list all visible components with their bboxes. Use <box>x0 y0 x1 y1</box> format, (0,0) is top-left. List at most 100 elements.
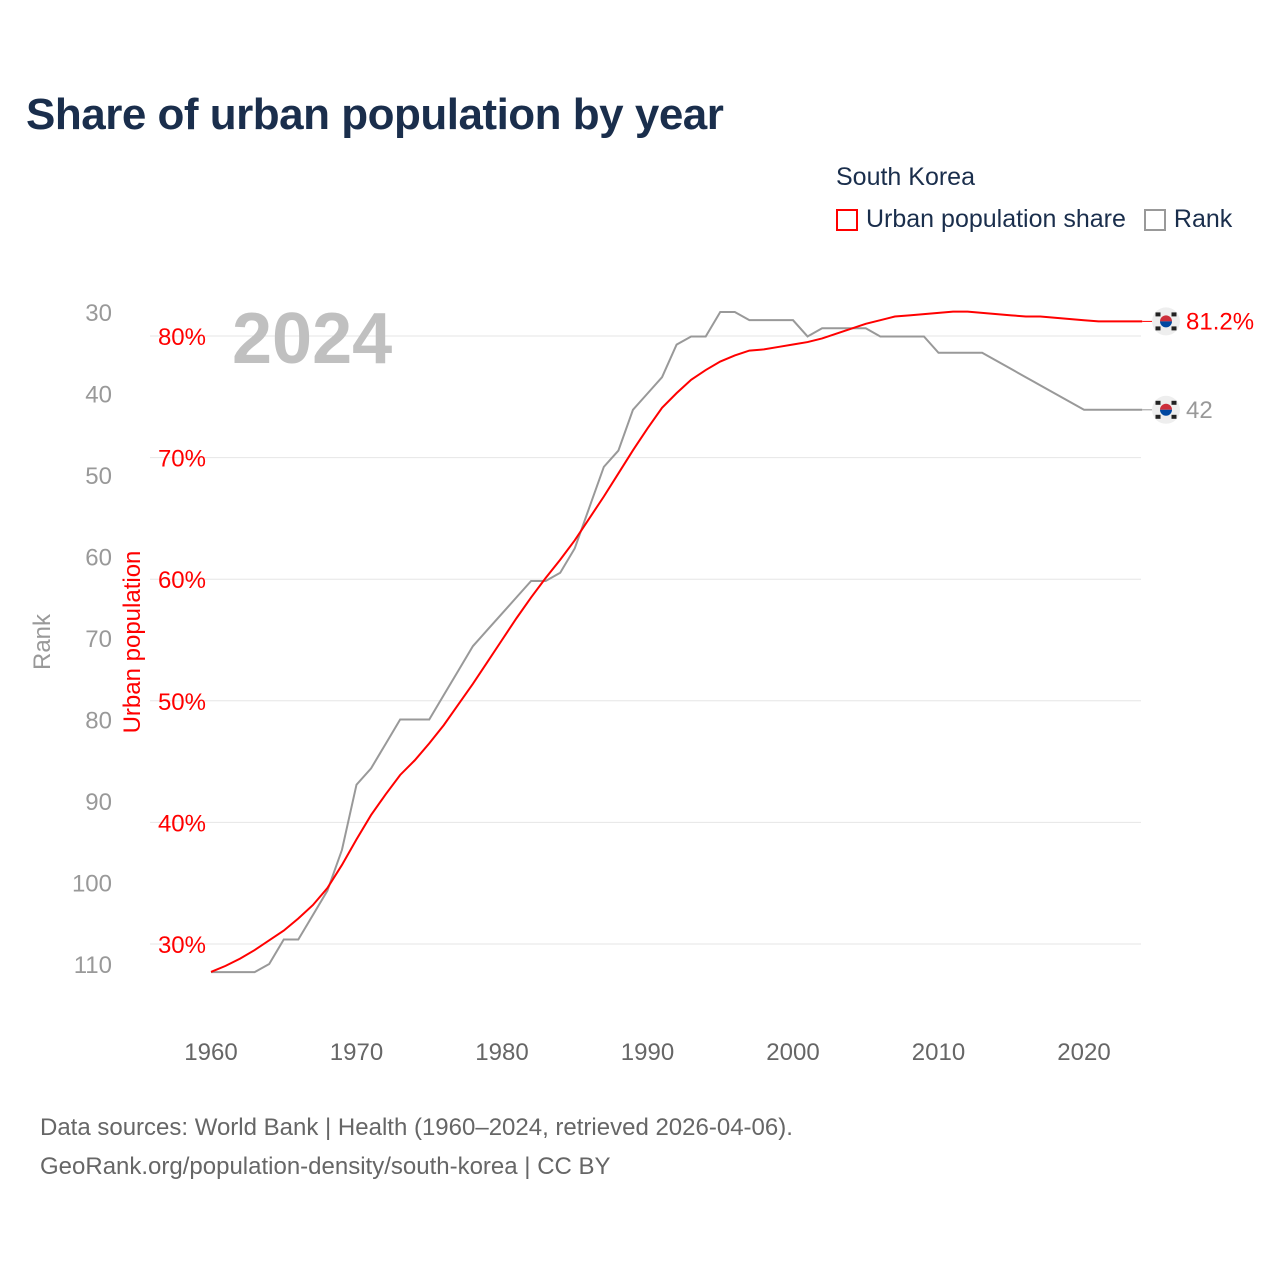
data-point-rank[interactable] <box>207 968 215 976</box>
data-point-rank[interactable] <box>294 936 302 944</box>
data-point-rank[interactable] <box>673 341 681 349</box>
data-point-rank[interactable] <box>920 332 928 340</box>
data-point-urban[interactable] <box>454 700 462 708</box>
data-point-rank[interactable] <box>847 324 855 332</box>
data-point-urban[interactable] <box>876 316 884 324</box>
data-point-rank[interactable] <box>949 349 957 357</box>
data-point-rank[interactable] <box>935 349 943 357</box>
data-point-rank[interactable] <box>804 332 812 340</box>
data-point-rank[interactable] <box>425 716 433 724</box>
data-point-rank[interactable] <box>542 577 550 585</box>
data-point-urban[interactable] <box>687 376 695 384</box>
data-point-urban[interactable] <box>1080 316 1088 324</box>
data-point-urban[interactable] <box>294 914 302 922</box>
data-point-rank[interactable] <box>469 642 477 650</box>
data-point-rank[interactable] <box>993 357 1001 365</box>
data-point-urban[interactable] <box>731 351 739 359</box>
data-point-rank[interactable] <box>265 960 273 968</box>
data-point-urban[interactable] <box>440 721 448 729</box>
data-point-rank[interactable] <box>222 968 230 976</box>
data-point-urban[interactable] <box>265 936 273 944</box>
data-point-rank[interactable] <box>483 626 491 634</box>
data-point-rank[interactable] <box>716 308 724 316</box>
data-point-rank[interactable] <box>862 324 870 332</box>
data-point-urban[interactable] <box>396 771 404 779</box>
data-point-urban[interactable] <box>644 424 652 432</box>
data-point-rank[interactable] <box>687 332 695 340</box>
data-point-urban[interactable] <box>236 955 244 963</box>
data-point-rank[interactable] <box>614 447 622 455</box>
data-point-urban[interactable] <box>1095 317 1103 325</box>
data-point-rank[interactable] <box>1022 373 1030 381</box>
data-point-urban[interactable] <box>469 680 477 688</box>
data-point-urban[interactable] <box>498 636 506 644</box>
data-point-urban[interactable] <box>1109 317 1117 325</box>
data-point-rank[interactable] <box>600 463 608 471</box>
data-point-rank[interactable] <box>658 373 666 381</box>
data-point-urban[interactable] <box>571 536 579 544</box>
data-point-rank[interactable] <box>1124 406 1132 414</box>
data-point-urban[interactable] <box>774 343 782 351</box>
data-point-rank[interactable] <box>454 667 462 675</box>
data-point-urban[interactable] <box>556 556 564 564</box>
data-point-urban[interactable] <box>658 404 666 412</box>
data-point-rank[interactable] <box>309 911 317 919</box>
data-point-rank[interactable] <box>556 569 564 577</box>
data-point-urban[interactable] <box>1007 311 1015 319</box>
data-point-rank[interactable] <box>338 846 346 854</box>
data-point-rank[interactable] <box>236 968 244 976</box>
data-point-rank[interactable] <box>1109 406 1117 414</box>
data-point-rank[interactable] <box>745 316 753 324</box>
data-point-rank[interactable] <box>978 349 986 357</box>
data-point-rank[interactable] <box>818 324 826 332</box>
data-point-rank[interactable] <box>323 887 331 895</box>
data-point-rank[interactable] <box>1051 390 1059 398</box>
data-point-urban[interactable] <box>935 309 943 317</box>
data-point-urban[interactable] <box>905 311 913 319</box>
data-point-rank[interactable] <box>440 691 448 699</box>
data-point-urban[interactable] <box>338 861 346 869</box>
data-point-urban[interactable] <box>600 493 608 501</box>
data-point-urban[interactable] <box>425 739 433 747</box>
data-point-rank[interactable] <box>702 332 710 340</box>
data-point-urban[interactable] <box>949 308 957 316</box>
data-point-urban[interactable] <box>978 309 986 317</box>
data-point-rank[interactable] <box>833 324 841 332</box>
data-point-rank[interactable] <box>498 610 506 618</box>
legend-item-rank[interactable]: Rank <box>1143 205 1232 234</box>
data-point-urban[interactable] <box>920 310 928 318</box>
data-point-rank[interactable] <box>964 349 972 357</box>
data-point-urban[interactable] <box>1051 314 1059 322</box>
data-point-urban[interactable] <box>585 514 593 522</box>
data-point-urban[interactable] <box>818 334 826 342</box>
data-point-urban[interactable] <box>760 345 768 353</box>
data-point-urban[interactable] <box>993 310 1001 318</box>
data-point-rank[interactable] <box>1036 381 1044 389</box>
data-point-rank[interactable] <box>353 781 361 789</box>
source-line-2[interactable]: GeoRank.org/population-density/south-kor… <box>40 1153 611 1180</box>
data-point-rank[interactable] <box>760 316 768 324</box>
data-point-urban[interactable] <box>411 756 419 764</box>
data-point-rank[interactable] <box>367 764 375 772</box>
data-point-urban[interactable] <box>614 469 622 477</box>
data-point-rank[interactable] <box>1007 365 1015 373</box>
data-point-urban[interactable] <box>702 366 710 374</box>
data-point-urban[interactable] <box>280 927 288 935</box>
data-point-rank[interactable] <box>774 316 782 324</box>
data-point-rank[interactable] <box>1080 406 1088 414</box>
data-point-urban[interactable] <box>367 811 375 819</box>
data-point-urban[interactable] <box>382 790 390 798</box>
data-point-rank[interactable] <box>571 544 579 552</box>
data-point-urban[interactable] <box>1036 313 1044 321</box>
data-point-rank[interactable] <box>789 316 797 324</box>
data-point-urban[interactable] <box>1022 313 1030 321</box>
data-point-urban[interactable] <box>309 901 317 909</box>
data-point-rank[interactable] <box>731 308 739 316</box>
data-point-urban[interactable] <box>527 593 535 601</box>
data-point-rank[interactable] <box>1065 398 1073 406</box>
data-point-urban[interactable] <box>789 341 797 349</box>
data-point-urban[interactable] <box>673 389 681 397</box>
data-point-rank[interactable] <box>251 968 259 976</box>
data-point-rank[interactable] <box>280 936 288 944</box>
legend-item-urban[interactable]: Urban population share <box>836 205 1126 234</box>
